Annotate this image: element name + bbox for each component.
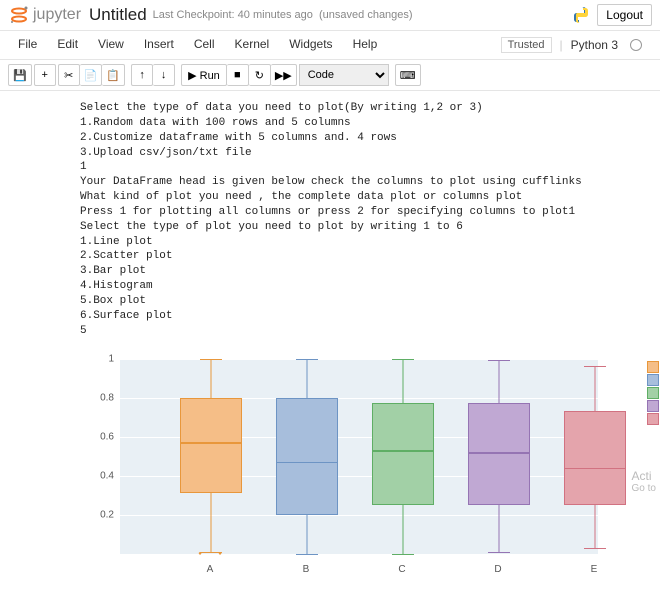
outlier-point: ● <box>218 551 222 557</box>
legend-swatch <box>647 400 659 412</box>
x-axis-label: E <box>591 564 598 575</box>
gridline <box>120 359 598 360</box>
legend-item-C[interactable]: C <box>647 387 660 399</box>
y-axis-label: 1 <box>80 353 114 364</box>
boxplot-box-C[interactable] <box>402 359 403 554</box>
x-axis-label: C <box>398 564 405 575</box>
boxplot-box-A[interactable] <box>210 359 211 554</box>
cell-type-select[interactable]: Code <box>299 64 389 86</box>
jupyter-logo[interactable]: jupyter <box>8 4 81 26</box>
chart-legend: ABCDE <box>647 361 660 426</box>
windows-activation-watermark: Acti Go to <box>632 469 656 495</box>
legend-item-D[interactable]: D <box>647 400 660 412</box>
menu-kernel[interactable]: Kernel <box>225 33 280 57</box>
kernel-indicator <box>630 39 642 51</box>
legend-swatch <box>647 374 659 386</box>
move-up-button[interactable]: ↑ <box>131 64 153 86</box>
toolbar: 💾 + ✂ 📄 📋 ↑ ↓ ▶ Run ■ ↻ ▶▶ Code ⌨ <box>0 60 660 91</box>
y-axis-label: 0.6 <box>80 431 114 442</box>
boxplot-box-E[interactable] <box>594 359 595 554</box>
legend-item-E[interactable]: E <box>647 413 660 425</box>
save-button[interactable]: 💾 <box>8 64 32 86</box>
boxplot-box-D[interactable] <box>498 359 499 554</box>
legend-swatch <box>647 413 659 425</box>
run-button[interactable]: ▶ Run <box>181 64 227 86</box>
cut-button[interactable]: ✂ <box>58 64 80 86</box>
logo-text: jupyter <box>33 6 81 24</box>
notebook-content: Select the type of data you need to plot… <box>0 91 660 599</box>
trusted-indicator[interactable]: Trusted <box>501 37 552 53</box>
y-axis-label: 0.4 <box>80 470 114 481</box>
menu-widgets[interactable]: Widgets <box>279 33 342 57</box>
menu-help[interactable]: Help <box>343 33 388 57</box>
y-axis-label: 0.2 <box>80 509 114 520</box>
legend-item-A[interactable]: A <box>647 361 660 373</box>
boxplot-chart[interactable]: ABCDE 0.20.40.60.81ABCDE●● <box>80 359 635 589</box>
notebook-title[interactable]: Untitled <box>89 5 147 25</box>
menu-insert[interactable]: Insert <box>134 33 184 57</box>
restart-run-all-button[interactable]: ▶▶ <box>271 64 297 86</box>
outlier-point: ● <box>198 551 202 557</box>
cell-output-text: Select the type of data you need to plot… <box>80 101 646 339</box>
menu-file[interactable]: File <box>8 33 47 57</box>
add-cell-button[interactable]: + <box>34 64 56 86</box>
legend-swatch <box>647 387 659 399</box>
x-axis-label: A <box>207 564 214 575</box>
menu-cell[interactable]: Cell <box>184 33 225 57</box>
logout-button[interactable]: Logout <box>597 4 652 26</box>
gridline <box>120 515 598 516</box>
copy-button[interactable]: 📄 <box>80 64 103 86</box>
paste-button[interactable]: 📋 <box>102 64 125 86</box>
checkpoint-text: Last Checkpoint: 40 minutes ago (unsaved… <box>153 9 413 21</box>
python-icon <box>571 5 591 25</box>
move-down-button[interactable]: ↓ <box>153 64 175 86</box>
x-axis-label: B <box>303 564 310 575</box>
x-axis-label: D <box>494 564 501 575</box>
notebook-header: jupyter Untitled Last Checkpoint: 40 min… <box>0 0 660 31</box>
menubar: File Edit View Insert Cell Kernel Widget… <box>0 31 660 60</box>
menu-edit[interactable]: Edit <box>47 33 88 57</box>
stop-button[interactable]: ■ <box>227 64 249 86</box>
boxplot-box-B[interactable] <box>306 359 307 554</box>
restart-button[interactable]: ↻ <box>249 64 271 86</box>
menu-view[interactable]: View <box>88 33 134 57</box>
y-axis-label: 0.8 <box>80 392 114 403</box>
legend-swatch <box>647 361 659 373</box>
kernel-name[interactable]: Python 3 <box>571 38 622 52</box>
legend-item-B[interactable]: B <box>647 374 660 386</box>
command-palette-button[interactable]: ⌨ <box>395 64 421 86</box>
